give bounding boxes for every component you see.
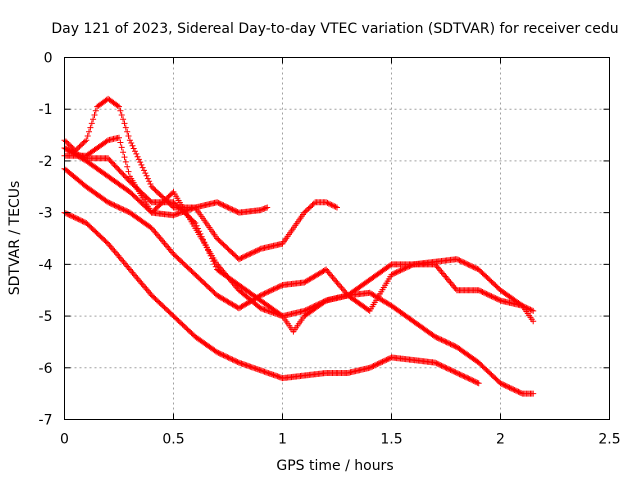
grid-lines bbox=[64, 57, 610, 420]
y-tick-label: -2 bbox=[39, 154, 53, 170]
chart-title: Day 121 of 2023, Sidereal Day-to-day VTE… bbox=[51, 21, 618, 37]
y-tick-label: -6 bbox=[39, 361, 53, 377]
y-tick-label: -7 bbox=[39, 413, 53, 429]
x-axis-label: GPS time / hours bbox=[276, 458, 393, 474]
x-tick-label: 1.5 bbox=[380, 432, 402, 448]
y-tick-labels: 0 -1 -2 -3 -4 -5 -6 -7 bbox=[39, 51, 53, 429]
x-tick-label: 2.5 bbox=[598, 432, 620, 448]
x-tick-label: 2 bbox=[496, 432, 505, 448]
series-trace-6 bbox=[61, 145, 537, 335]
y-tick-label: -5 bbox=[39, 309, 53, 325]
y-tick-label: -3 bbox=[39, 206, 53, 222]
y-tick-label: 0 bbox=[44, 51, 53, 67]
series-marks bbox=[61, 209, 482, 387]
y-tick-label: -1 bbox=[39, 102, 53, 118]
y-tick-label: -4 bbox=[39, 257, 53, 273]
x-tick-label: 0 bbox=[60, 432, 69, 448]
data-marks bbox=[61, 95, 537, 397]
series-trace-1 bbox=[61, 209, 482, 387]
x-tick-label: 1 bbox=[278, 432, 287, 448]
axis-ticks bbox=[64, 57, 610, 420]
series-marks bbox=[61, 145, 537, 335]
x-tick-labels: 0 0.5 1 1.5 2 2.5 bbox=[60, 432, 621, 448]
plot-frame bbox=[64, 57, 610, 420]
y-axis-label: SDTVAR / TECUs bbox=[7, 181, 23, 296]
x-tick-label: 0.5 bbox=[162, 432, 184, 448]
